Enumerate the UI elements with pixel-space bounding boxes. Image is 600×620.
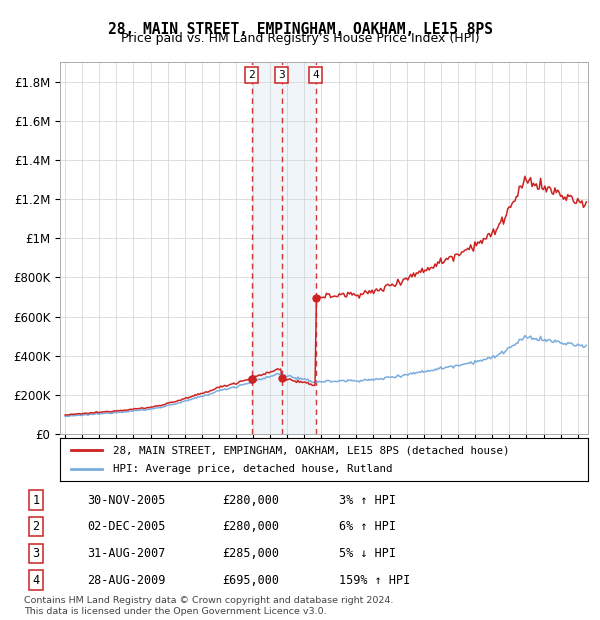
Text: 28, MAIN STREET, EMPINGHAM, OAKHAM, LE15 8PS: 28, MAIN STREET, EMPINGHAM, OAKHAM, LE15… [107,22,493,37]
Text: 1: 1 [32,494,40,507]
Text: 5% ↓ HPI: 5% ↓ HPI [339,547,396,560]
Text: 159% ↑ HPI: 159% ↑ HPI [339,574,410,587]
Text: 28-AUG-2009: 28-AUG-2009 [87,574,166,587]
Text: 4: 4 [32,574,40,587]
Text: 2: 2 [32,520,40,533]
Text: 4: 4 [312,70,319,80]
Text: 2: 2 [248,70,255,80]
Text: 3: 3 [278,70,285,80]
Text: 30-NOV-2005: 30-NOV-2005 [87,494,166,507]
Text: £280,000: £280,000 [222,494,279,507]
Text: 3% ↑ HPI: 3% ↑ HPI [339,494,396,507]
Text: 28, MAIN STREET, EMPINGHAM, OAKHAM, LE15 8PS (detached house): 28, MAIN STREET, EMPINGHAM, OAKHAM, LE15… [113,445,509,455]
Text: 3: 3 [32,547,40,560]
Text: £280,000: £280,000 [222,520,279,533]
Text: HPI: Average price, detached house, Rutland: HPI: Average price, detached house, Rutl… [113,464,392,474]
Text: Contains HM Land Registry data © Crown copyright and database right 2024.
This d: Contains HM Land Registry data © Crown c… [24,596,394,616]
Text: £695,000: £695,000 [222,574,279,587]
Text: Price paid vs. HM Land Registry’s House Price Index (HPI): Price paid vs. HM Land Registry’s House … [121,32,479,45]
Text: 31-AUG-2007: 31-AUG-2007 [87,547,166,560]
Text: 6% ↑ HPI: 6% ↑ HPI [339,520,396,533]
Bar [252,62,316,434]
Text: £285,000: £285,000 [222,547,279,560]
Text: 02-DEC-2005: 02-DEC-2005 [87,520,166,533]
